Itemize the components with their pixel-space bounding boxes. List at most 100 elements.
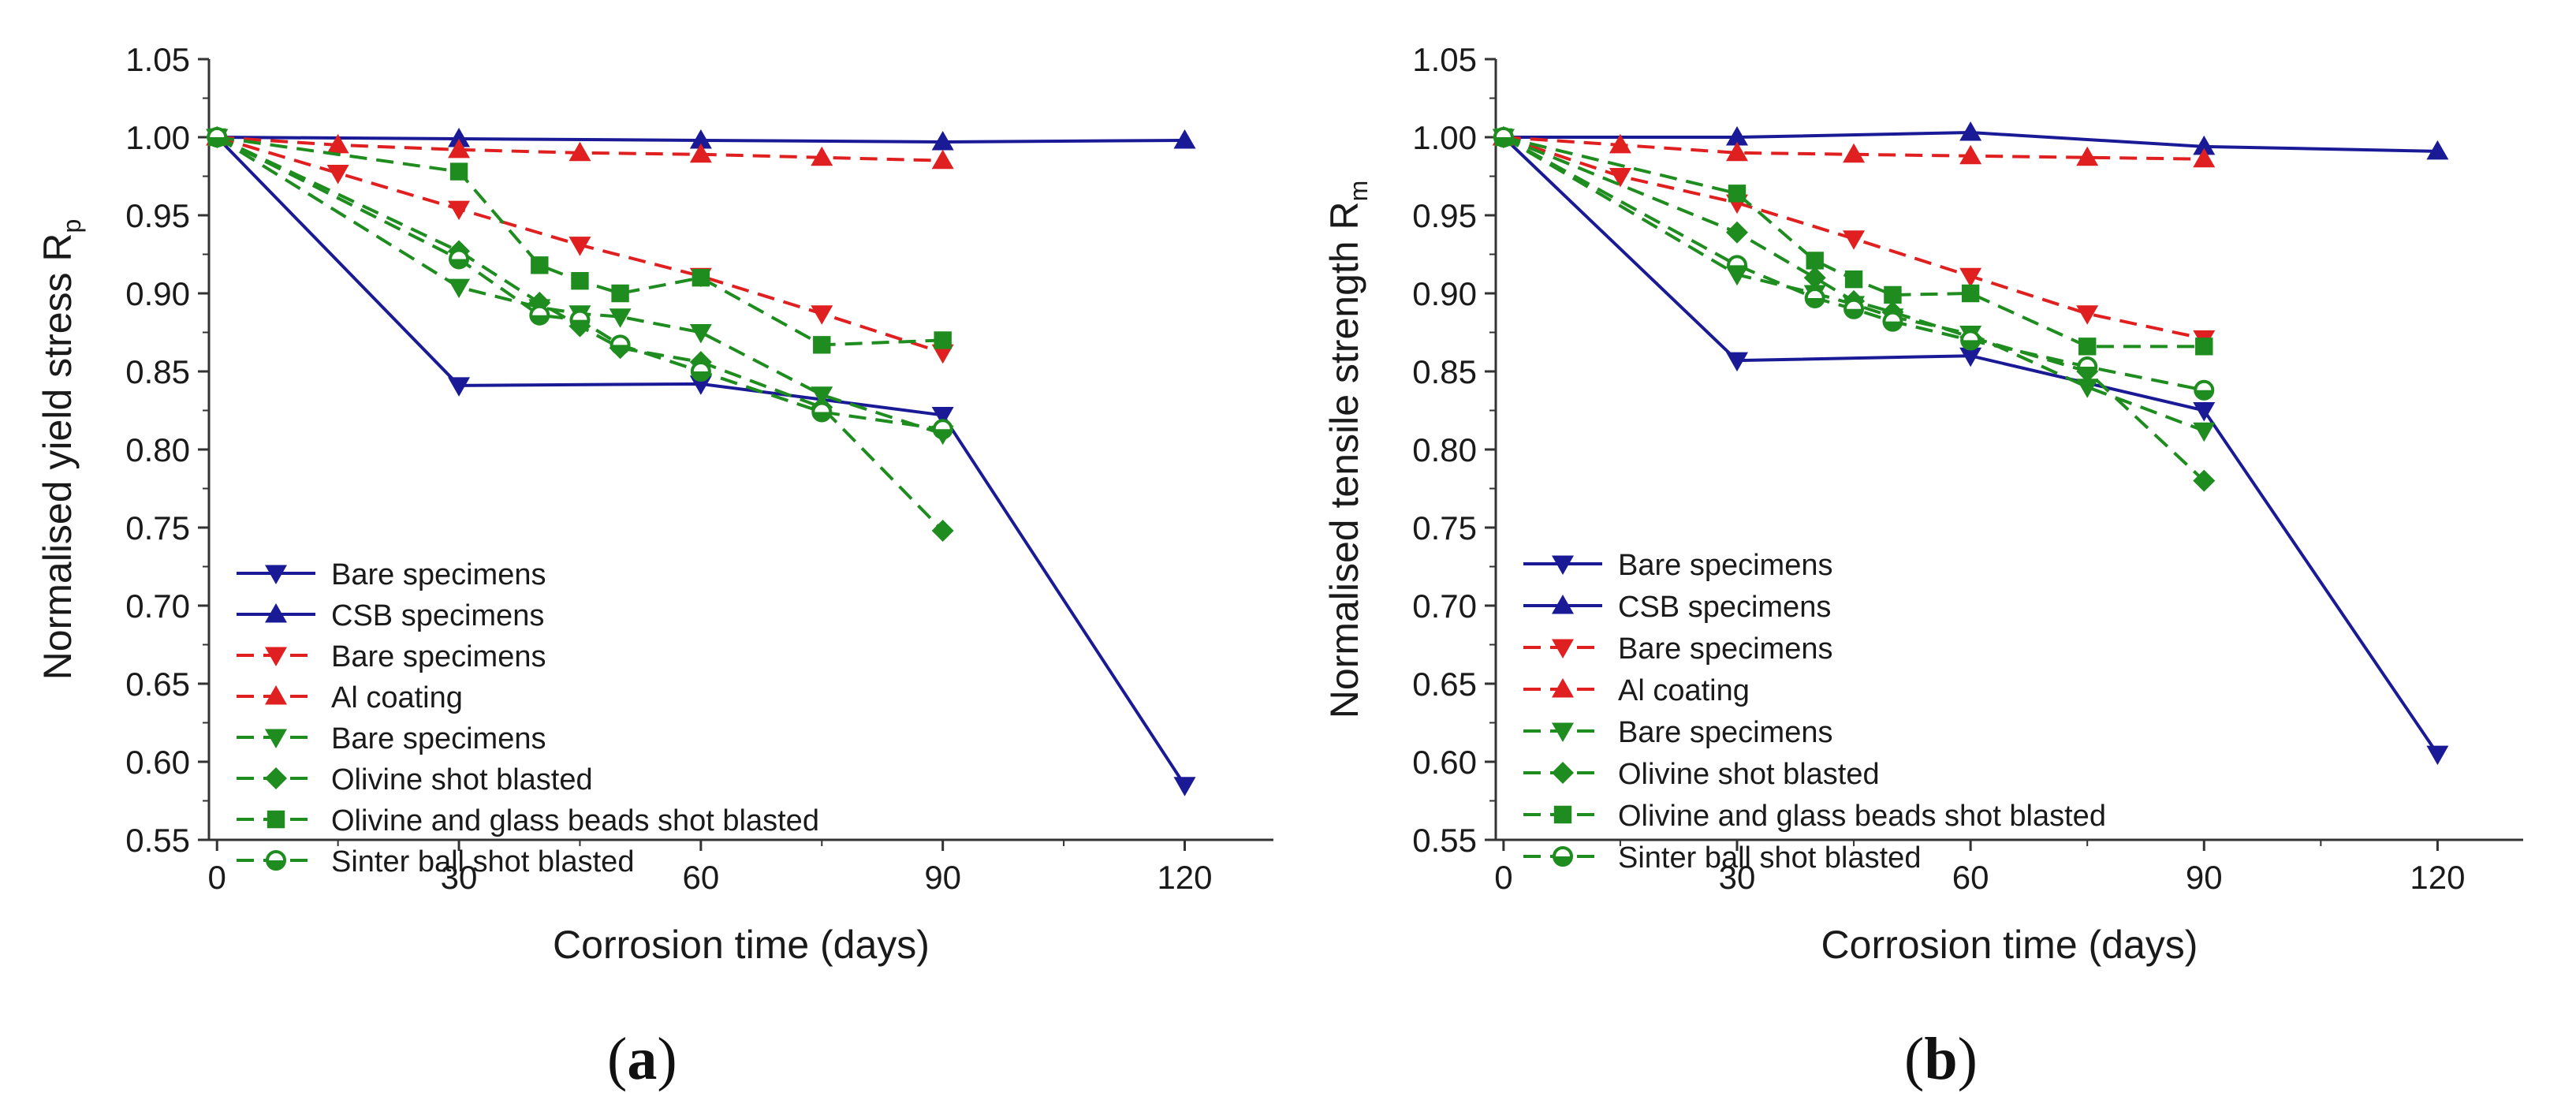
data-point-b-3 (2193, 147, 2216, 168)
panel-label-a: (a) (607, 1026, 677, 1092)
data-point-b-3 (1609, 133, 1631, 154)
y-tick-label-a: 0.70 (125, 587, 190, 625)
legend-label-b-0: Bare specimens (1618, 549, 1832, 582)
legend-marker-a-0 (265, 565, 287, 584)
y-tick-label-b: 1.00 (1412, 119, 1477, 156)
data-point-b-0 (1726, 352, 1749, 372)
legend-label-a-7: Sinter ball shot blasted (331, 845, 634, 878)
y-tick-label-b: 0.95 (1412, 197, 1477, 234)
y-tick-label-a: 0.90 (125, 275, 190, 312)
x-tick-label-a: 60 (683, 859, 720, 896)
y-tick-label-a: 0.85 (125, 353, 190, 390)
legend-label-b-5: Olivine shot blasted (1618, 758, 1880, 791)
series-line-a-5 (216, 136, 945, 532)
legend-label-b-4: Bare specimens (1618, 716, 1832, 749)
data-point-a-6 (934, 331, 952, 349)
data-point-a-2 (931, 344, 954, 364)
data-point-b-5 (1726, 221, 1749, 244)
legend-label-a-6: Olivine and glass beads shot blasted (331, 804, 819, 837)
legend-marker-b-2 (1552, 639, 1574, 658)
data-point-a-7-fill (813, 412, 831, 421)
legend-label-b-3: Al coating (1618, 674, 1750, 707)
legend-marker-a-6 (267, 810, 285, 829)
legend-label-a-0: Bare specimens (331, 558, 546, 591)
legend-marker-a-3 (265, 685, 287, 705)
legend-marker-b-6 (1553, 805, 1572, 824)
data-point-a-6 (611, 284, 629, 303)
data-point-a-3 (931, 149, 954, 170)
data-point-b-7-fill (1962, 340, 1980, 349)
data-point-a-6 (813, 336, 831, 354)
data-point-a-4 (609, 308, 632, 328)
data-point-b-1 (2426, 140, 2449, 160)
data-point-b-3 (1726, 141, 1749, 162)
y-axis-label-subscript-a: p (58, 219, 86, 233)
data-point-a-4 (811, 386, 833, 406)
panel-label-b-letter: b (1924, 1026, 1958, 1092)
legend-label-a-5: Olivine shot blasted (331, 763, 593, 796)
data-point-b-6 (1884, 285, 1902, 304)
y-tick-label-a: 1.00 (125, 119, 190, 156)
y-axis-label-a: Normalised yield stress Rp (35, 219, 86, 681)
legend-label-a-4: Bare specimens (331, 722, 546, 755)
y-axis-label-b: Normalised tensile strength Rm (1322, 181, 1373, 719)
y-tick-label-b: 0.75 (1412, 509, 1477, 546)
y-tick-label-a: 0.95 (125, 197, 190, 234)
y-tick-label-a: 0.65 (125, 666, 190, 703)
y-tick-label-b: 0.80 (1412, 431, 1477, 468)
x-tick-label-a: 0 (208, 859, 226, 896)
data-point-b-4 (2193, 422, 2216, 442)
data-point-b-1 (1959, 121, 1982, 141)
data-point-b-7-fill (1494, 137, 1512, 146)
data-point-b-2 (1959, 267, 1982, 288)
data-point-a-0 (689, 375, 712, 395)
x-axis-label-b: Corrosion time (days) (1821, 923, 2198, 967)
data-point-b-7-fill (1845, 308, 1863, 318)
y-tick-label-a: 0.80 (125, 431, 190, 468)
y-tick-label-b: 0.70 (1412, 587, 1477, 625)
legend-label-b-2: Bare specimens (1618, 632, 1832, 666)
data-point-a-2 (569, 237, 591, 256)
data-point-b-7-fill (1884, 321, 1902, 330)
data-point-b-1 (2193, 135, 2216, 155)
data-point-b-2 (1609, 168, 1631, 188)
data-point-a-7-fill (208, 137, 226, 146)
series-line-b-6 (1503, 136, 2205, 349)
y-tick-label-b: 0.60 (1412, 744, 1477, 781)
data-point-a-1 (689, 129, 712, 149)
y-tick-label-b: 0.55 (1412, 822, 1477, 859)
data-point-a-7-fill (611, 345, 629, 354)
legend-label-b-7: Sinter ball shot blasted (1618, 841, 1921, 875)
data-point-b-3 (2076, 146, 2099, 166)
data-point-a-7-fill (450, 259, 468, 268)
data-point-b-5 (1803, 267, 1826, 289)
series-line-b-7 (1502, 136, 2205, 392)
legend-marker-a-7-fill (267, 860, 285, 869)
y-tick-label-b: 0.85 (1412, 353, 1477, 390)
legend-label-b-6: Olivine and glass beads shot blasted (1618, 800, 2106, 833)
data-point-b-2 (1843, 230, 1866, 250)
chart-a: 0.55 0.60 0.65 0.70 0.75 0.80 0.85 0.90 0.95 1.00… (35, 41, 1273, 967)
data-point-a-3 (811, 146, 833, 166)
data-point-b-2 (2076, 305, 2099, 325)
data-point-a-0 (931, 406, 954, 427)
x-tick-label-b: 0 (1494, 859, 1512, 896)
data-point-a-5 (931, 519, 954, 542)
data-point-b-6 (1806, 252, 1824, 270)
legend-marker-b-5 (1552, 762, 1574, 784)
x-tick-label-a: 120 (1157, 859, 1212, 896)
series-line-b-5 (1503, 136, 2205, 483)
data-point-b-4 (2076, 379, 2099, 398)
data-point-b-6 (1961, 284, 1980, 303)
data-point-b-5 (2193, 469, 2216, 492)
data-point-b-1 (1726, 126, 1749, 146)
legend-label-a-2: Bare specimens (331, 640, 546, 673)
y-tick-label-b: 0.65 (1412, 666, 1477, 703)
x-tick-label-a: 30 (441, 859, 478, 896)
chart-b: 0.55 0.60 0.65 0.70 0.75 0.80 0.85 0.90 0.95 1.00… (1322, 41, 2523, 967)
x-axis-label-a: Corrosion time (days) (553, 923, 930, 967)
legend-label-a-1: CSB specimens (331, 599, 544, 632)
data-point-b-3 (1959, 144, 1982, 165)
series-line-b-4 (1502, 136, 2205, 433)
